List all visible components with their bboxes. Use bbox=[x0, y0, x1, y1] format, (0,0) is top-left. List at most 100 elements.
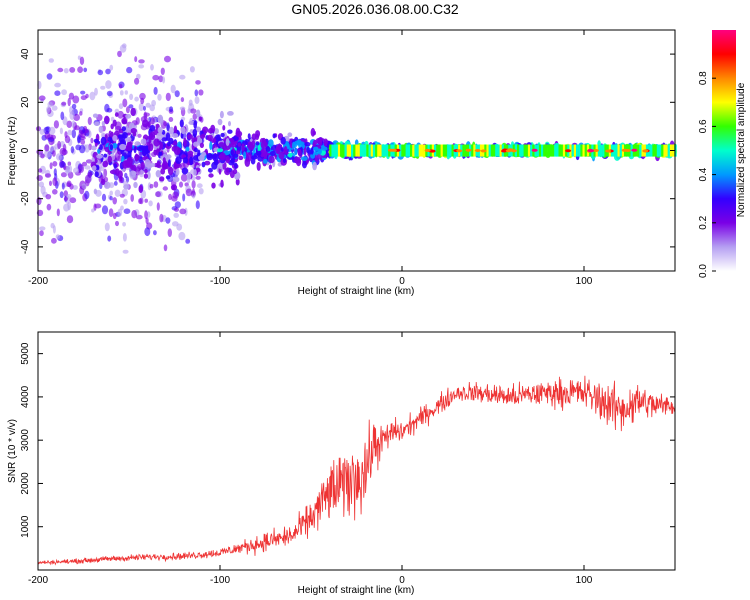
spectrogram-cell bbox=[147, 164, 153, 169]
spectrogram-cell bbox=[38, 168, 43, 173]
spectrogram-peak-cell bbox=[507, 148, 514, 152]
spectrogram-cell bbox=[195, 200, 200, 210]
spectrogram-peak-cell bbox=[592, 149, 599, 152]
spectrogram-cell bbox=[147, 211, 151, 218]
spectrogram-cell bbox=[158, 151, 163, 156]
spectrogram-cell bbox=[312, 130, 316, 136]
spectrogram-band-cell bbox=[412, 144, 415, 157]
spectrogram-cell bbox=[229, 158, 235, 164]
spectrogram-band-cell bbox=[333, 144, 336, 157]
spectrogram-cell bbox=[194, 96, 200, 104]
spectrogram-cell bbox=[114, 112, 119, 117]
spectrogram-cell bbox=[112, 142, 118, 149]
spectrogram-cell bbox=[199, 142, 204, 148]
spectrogram-cell bbox=[103, 153, 108, 158]
spectrogram-band-cell bbox=[410, 144, 413, 157]
spectrogram-cell bbox=[157, 114, 164, 124]
spectrogram-cell bbox=[159, 213, 164, 223]
spectrogram-cell bbox=[97, 69, 104, 76]
spectrogram-band-cell bbox=[654, 144, 657, 157]
spectrogram-cell bbox=[71, 120, 76, 129]
spectrogram-cell bbox=[101, 193, 107, 202]
spectrogram-cell bbox=[77, 66, 83, 73]
spectrogram-cell bbox=[144, 198, 148, 203]
spectrogram-cell bbox=[94, 171, 99, 178]
spectrogram-cell bbox=[100, 85, 106, 90]
spectrogram-band-cell bbox=[346, 144, 350, 157]
spectrogram-cell bbox=[57, 140, 61, 150]
spectrogram-cell bbox=[52, 225, 56, 234]
spectrogram-cell bbox=[306, 146, 310, 154]
spectrogram-cell bbox=[174, 207, 179, 212]
snr-series-line bbox=[37, 375, 676, 566]
spectrogram-cell bbox=[36, 149, 44, 155]
spectrogram-cell bbox=[92, 113, 99, 118]
spectrogram-peak-cell bbox=[642, 149, 649, 153]
spectrogram-band-cell bbox=[659, 144, 662, 157]
spectrogram-cell bbox=[234, 150, 241, 155]
spectrogram-cell bbox=[175, 168, 180, 176]
spectrogram-cell bbox=[107, 136, 113, 142]
spectrogram-band-cell bbox=[359, 144, 363, 157]
spectrogram-band-cell bbox=[351, 144, 354, 157]
spectrogram-cell bbox=[187, 134, 193, 140]
spectrogram-cell bbox=[48, 126, 56, 135]
spectrogram-cell bbox=[255, 150, 262, 156]
spectrogram-band-cell bbox=[420, 144, 424, 157]
spectrogram-cell bbox=[138, 185, 144, 193]
spectrogram-band-cell bbox=[538, 144, 542, 157]
spectrogram-band-cell bbox=[562, 144, 566, 157]
spectrogram-cell bbox=[212, 137, 216, 143]
spectrogram-cell bbox=[220, 179, 224, 188]
spectrogram-cell bbox=[61, 149, 68, 156]
spectrogram-band-cell bbox=[661, 144, 664, 157]
spectrogram-cell bbox=[211, 161, 218, 170]
spectrogram-peak-cell bbox=[465, 148, 472, 152]
spectrogram-band-cell bbox=[560, 144, 564, 157]
spectrogram-cell bbox=[79, 111, 83, 116]
spectrogram-cell bbox=[168, 193, 173, 200]
spectrogram-band-cell bbox=[543, 144, 546, 157]
spectrogram-band-cell bbox=[527, 144, 531, 157]
spectrogram-cell bbox=[79, 144, 86, 154]
spectrogram-cell bbox=[61, 89, 67, 96]
spectrogram-cell bbox=[105, 80, 112, 89]
spectrogram-band-cell bbox=[556, 144, 559, 157]
spectrogram-cell bbox=[122, 160, 128, 169]
spectrogram-cell bbox=[153, 86, 158, 95]
spectrogram-cell bbox=[180, 97, 185, 103]
spectrogram-cell bbox=[138, 198, 143, 205]
spectrogram-band-cell bbox=[552, 144, 555, 157]
spectrogram-band-cell bbox=[403, 144, 406, 157]
spectrogram-cell bbox=[52, 161, 58, 167]
spectrogram-cell bbox=[140, 161, 145, 170]
spectrogram-cell bbox=[174, 90, 180, 98]
spectrogram-band-cell bbox=[619, 144, 623, 157]
spectrogram-cell bbox=[187, 108, 191, 114]
spectrogram-cell bbox=[268, 164, 273, 170]
spectrogram-band-cell bbox=[416, 144, 419, 157]
spectrogram-cell bbox=[320, 146, 328, 151]
spectrogram-cell bbox=[260, 140, 268, 150]
spectrogram-cell bbox=[251, 155, 258, 160]
spectrogram-cell bbox=[156, 202, 160, 211]
snr-y-tick-label: 3000 bbox=[20, 429, 31, 452]
spectrogram-band-cell bbox=[615, 144, 618, 157]
spectrogram-cell bbox=[93, 188, 98, 195]
spectrogram-cell bbox=[153, 138, 160, 147]
spectrogram-cell bbox=[60, 111, 65, 121]
spectrogram-cell bbox=[105, 68, 111, 75]
spectrogram-cell bbox=[49, 162, 53, 170]
spectrogram-cell bbox=[268, 139, 274, 147]
spectrogram-band-cell bbox=[364, 144, 367, 157]
spectrogram-y-tick-label: -40 bbox=[20, 239, 31, 254]
spectrogram-cell bbox=[46, 203, 52, 211]
spectrogram-cell bbox=[162, 160, 168, 170]
spectrogram-cell bbox=[101, 178, 106, 186]
figure-title: GN05.2026.036.08.00.C32 bbox=[291, 1, 459, 17]
spectrogram-cell bbox=[294, 148, 298, 156]
spectrogram-cell bbox=[143, 105, 146, 111]
spectrogram-cell bbox=[174, 201, 181, 209]
spectrogram-cell bbox=[241, 143, 245, 152]
